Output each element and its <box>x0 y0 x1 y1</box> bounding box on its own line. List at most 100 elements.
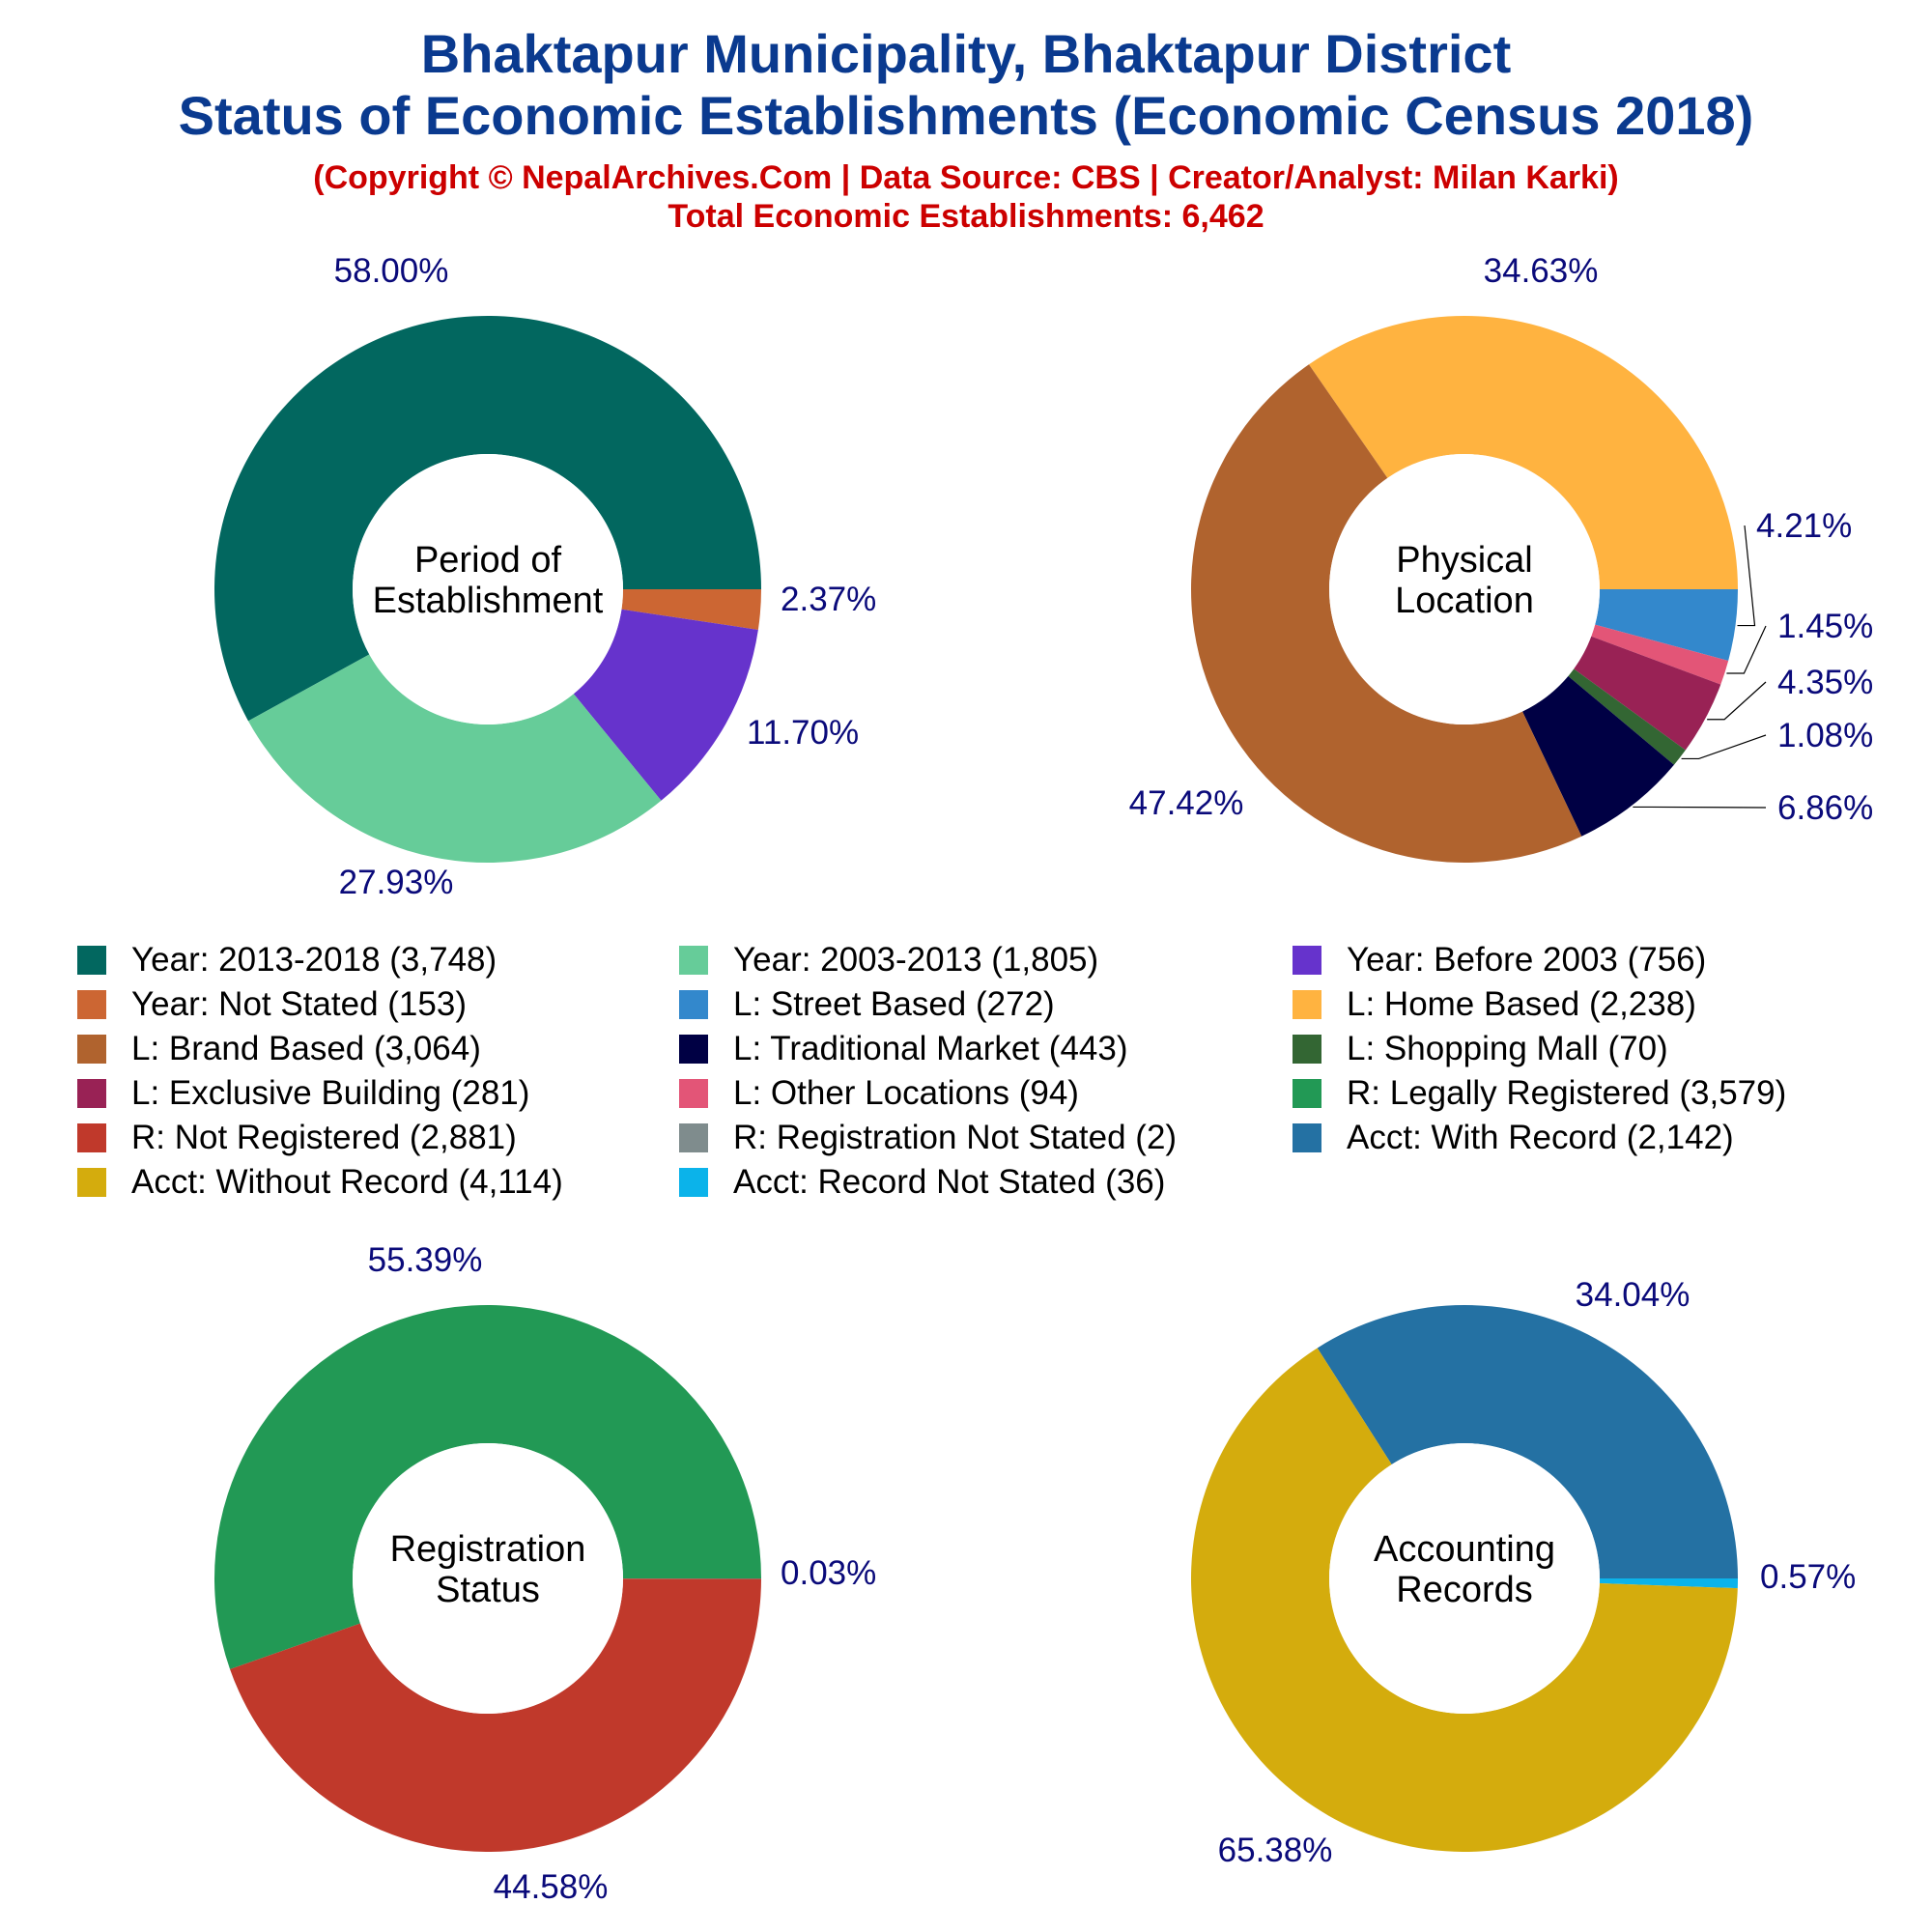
legend-item-13: R: Registration Not Stated (2) <box>679 1117 1177 1159</box>
donut-slice <box>1591 624 1729 685</box>
donut-slice <box>1568 668 1686 765</box>
center-label: Establishment <box>373 581 604 621</box>
legend-item-6: L: Brand Based (3,064) <box>77 1028 481 1070</box>
donut-slice <box>1521 675 1674 837</box>
donut-slice <box>248 654 662 863</box>
donut-slice <box>230 1578 761 1852</box>
percent-label: 0.57% <box>1760 1558 1856 1596</box>
percent-label: 2.37% <box>781 581 876 618</box>
legend-swatch <box>77 1035 106 1064</box>
donut-slice <box>1308 315 1739 589</box>
legend-label: Year: 2003-2013 (1,805) <box>733 941 1099 979</box>
donut-hole <box>1329 454 1600 724</box>
donut-slice <box>214 316 761 722</box>
percent-label: 47.42% <box>1129 784 1244 822</box>
donut-slice <box>621 589 762 630</box>
center-label: Physical <box>1396 540 1533 581</box>
percent-label: 0.03% <box>781 1554 876 1592</box>
center-label: Accounting <box>1374 1529 1555 1570</box>
donut-slice <box>1599 1578 1738 1589</box>
total-line: Total Economic Establishments: 6,462 <box>668 198 1264 235</box>
legend-swatch <box>1293 946 1321 975</box>
percent-label: 55.39% <box>368 1241 483 1279</box>
legend-item-16: Acct: Record Not Stated (36) <box>679 1161 1165 1204</box>
percent-label: 4.21% <box>1756 507 1852 545</box>
chart-title: Bhaktapur Municipality, Bhaktapur Distri… <box>420 23 1512 84</box>
legend-label: L: Brand Based (3,064) <box>131 1030 481 1067</box>
legend-label: L: Exclusive Building (281) <box>131 1074 530 1112</box>
legend-swatch <box>679 1123 708 1152</box>
legend-label: L: Traditional Market (443) <box>733 1030 1128 1067</box>
center-label: Location <box>1395 581 1534 621</box>
leader-line <box>1681 734 1767 760</box>
percent-label: 6.86% <box>1777 789 1873 827</box>
legend-swatch <box>77 1123 106 1152</box>
legend-label: Acct: Without Record (4,114) <box>131 1163 563 1201</box>
donut-slice <box>1191 1348 1738 1853</box>
legend-item-10: L: Other Locations (94) <box>679 1072 1079 1115</box>
leader-line <box>1707 681 1767 721</box>
legend-label: Acct: Record Not Stated (36) <box>733 1163 1166 1201</box>
legend-item-5: L: Home Based (2,238) <box>1293 983 1696 1026</box>
legend-item-14: Acct: With Record (2,142) <box>1293 1117 1734 1159</box>
donut-slice <box>1595 589 1739 661</box>
legend-swatch <box>77 1079 106 1108</box>
percent-label: 65.38% <box>1218 1832 1333 1869</box>
legend-label: L: Other Locations (94) <box>733 1074 1079 1112</box>
percent-label: 11.70% <box>747 714 859 752</box>
donut-slice <box>1574 636 1721 751</box>
legend-item-8: L: Shopping Mall (70) <box>1293 1028 1668 1070</box>
center-label: Status <box>436 1570 540 1610</box>
legend-label: R: Registration Not Stated (2) <box>733 1119 1178 1156</box>
legend-item-0: Year: 2013-2018 (3,748) <box>77 939 497 981</box>
legend-swatch <box>679 990 708 1019</box>
donut-slice <box>622 1578 761 1579</box>
donut-hole <box>1329 1443 1600 1714</box>
legend-label: Acct: With Record (2,142) <box>1347 1119 1734 1156</box>
legend-item-12: R: Not Registered (2,881) <box>77 1117 517 1159</box>
legend-swatch <box>679 1079 708 1108</box>
legend-item-7: L: Traditional Market (443) <box>679 1028 1128 1070</box>
center-label: Records <box>1396 1570 1533 1610</box>
legend-swatch <box>679 946 708 975</box>
legend-item-11: R: Legally Registered (3,579) <box>1293 1072 1786 1115</box>
percent-label: 44.58% <box>494 1868 609 1906</box>
percent-label: 27.93% <box>339 864 454 901</box>
legend-item-3: Year: Not Stated (153) <box>77 983 467 1026</box>
percent-label: 34.63% <box>1484 252 1599 290</box>
legend-label: Year: 2013-2018 (3,748) <box>131 941 497 979</box>
legend-item-4: L: Street Based (272) <box>679 983 1055 1026</box>
legend-swatch <box>679 1168 708 1197</box>
percent-label: 1.08% <box>1777 717 1873 754</box>
legend-label: R: Legally Registered (3,579) <box>1347 1074 1787 1112</box>
legend-swatch <box>1293 1123 1321 1152</box>
leader-line <box>1737 525 1756 627</box>
legend-label: L: Shopping Mall (70) <box>1347 1030 1668 1067</box>
copyright-line: (Copyright © NepalArchives.Com | Data So… <box>313 159 1619 196</box>
legend-label: R: Not Registered (2,881) <box>131 1119 517 1156</box>
legend-swatch <box>77 946 106 975</box>
legend-swatch <box>77 1168 106 1197</box>
leader-line <box>1633 806 1767 809</box>
donut-hole <box>353 454 623 724</box>
legend-swatch <box>1293 990 1321 1019</box>
donut-hole <box>353 1443 623 1714</box>
donut-slice <box>1317 1305 1738 1578</box>
legend-label: Year: Before 2003 (756) <box>1347 941 1707 979</box>
legend-item-1: Year: 2003-2013 (1,805) <box>679 939 1098 981</box>
legend-swatch <box>679 1035 708 1064</box>
legend-label: Year: Not Stated (153) <box>131 985 467 1023</box>
donut-slice <box>214 1305 762 1669</box>
percent-label: 1.45% <box>1777 608 1873 645</box>
legend-label: L: Home Based (2,238) <box>1347 985 1696 1023</box>
donut-slice <box>1190 364 1582 864</box>
leader-line <box>1726 625 1767 674</box>
donut-chart-0: 58.00% 2.37% 11.70% 27.93% Period ofEstablis… <box>214 252 876 901</box>
donut-slice <box>573 609 758 801</box>
legend-item-9: L: Exclusive Building (281) <box>77 1072 529 1115</box>
legend-swatch <box>1293 1079 1321 1108</box>
chart-subtitle: Status of Economic Establishments (Econo… <box>178 85 1754 146</box>
